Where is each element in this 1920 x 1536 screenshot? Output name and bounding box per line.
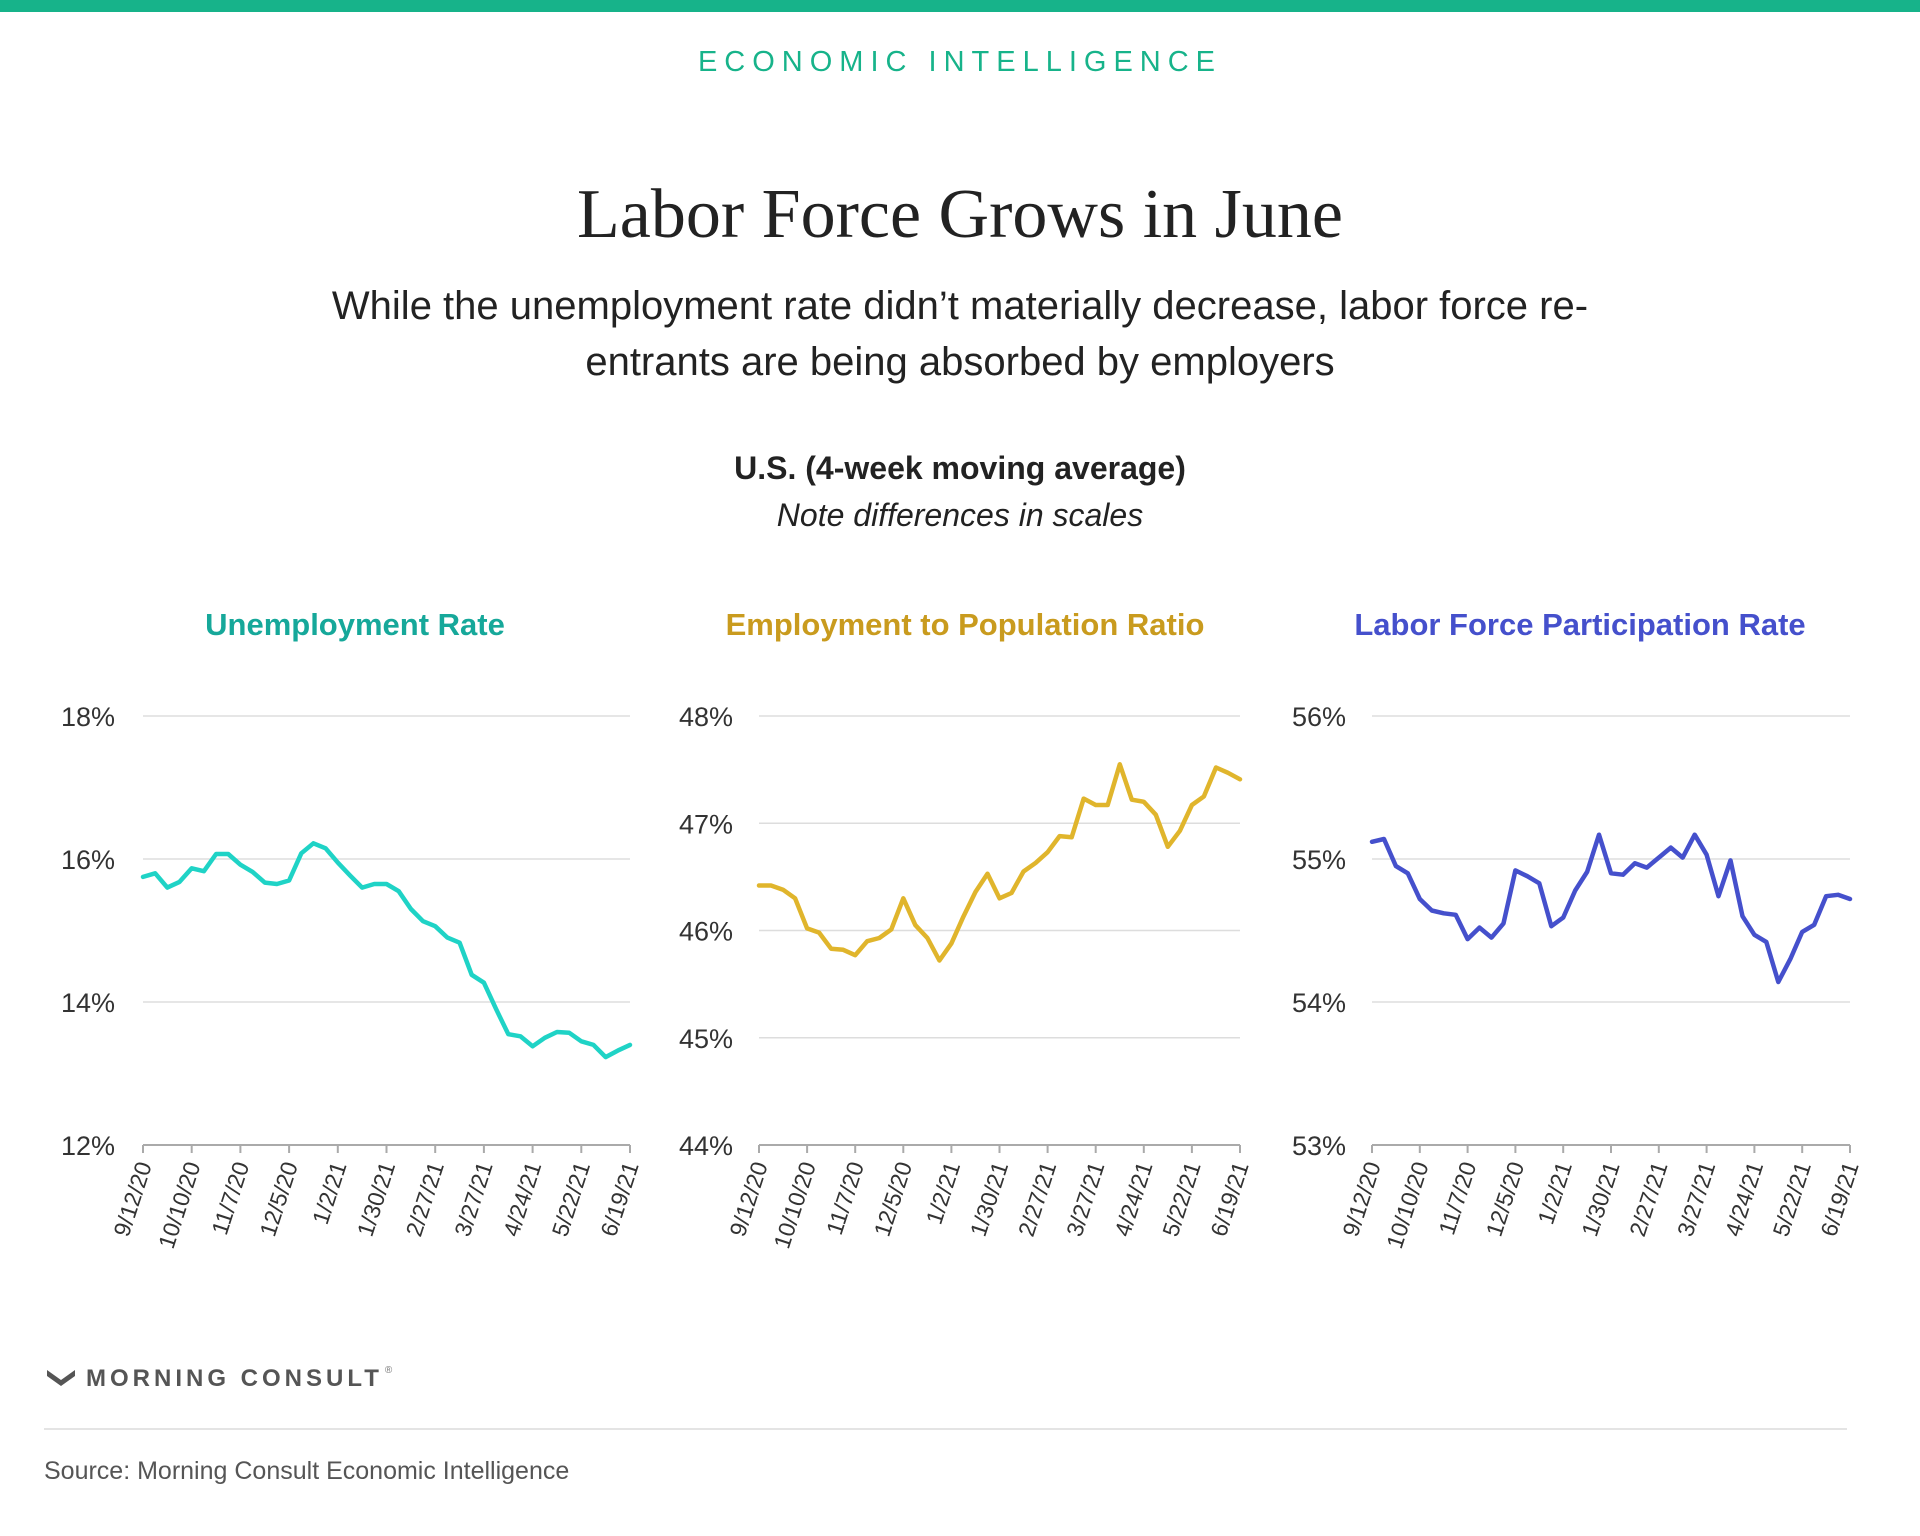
x-tick-label-employment: 9/12/20 <box>724 1159 772 1240</box>
y-tick-label-employment: 46% <box>679 917 733 947</box>
charts-area: Unemployment Rate12%14%16%18%9/12/2010/1… <box>61 607 1864 1252</box>
y-tick-label-employment: 44% <box>679 1131 733 1161</box>
y-tick-label-participation: 56% <box>1292 702 1346 732</box>
x-tick-label-employment: 1/30/21 <box>965 1159 1013 1240</box>
chart-title-unemployment: Unemployment Rate <box>205 607 505 642</box>
section-kicker: ECONOMIC INTELLIGENCE <box>697 46 1223 78</box>
x-tick-label-participation: 11/7/20 <box>1433 1159 1481 1238</box>
chart-title-participation: Labor Force Participation Rate <box>1354 607 1805 642</box>
x-tick-label-participation: 6/19/21 <box>1815 1159 1863 1240</box>
x-tick-label-unemployment: 10/10/20 <box>153 1159 205 1252</box>
series-line-unemployment <box>140 841 633 1060</box>
x-tick-label-employment: 4/24/21 <box>1109 1159 1157 1240</box>
y-tick-label-unemployment: 16% <box>61 845 115 875</box>
x-tick-label-employment: 11/7/20 <box>821 1159 869 1238</box>
page-subtitle: While the unemployment rate didn’t mater… <box>331 284 1589 384</box>
x-tick-label-unemployment: 2/27/21 <box>401 1159 449 1240</box>
x-tick-label-participation: 12/5/20 <box>1481 1159 1529 1240</box>
x-tick-label-employment: 3/27/21 <box>1061 1159 1109 1240</box>
y-tick-label-unemployment: 18% <box>61 702 115 732</box>
footer-divider <box>44 1428 1847 1430</box>
x-tick-label-unemployment: 11/7/20 <box>206 1159 254 1238</box>
x-tick-label-employment: 6/19/21 <box>1205 1159 1253 1240</box>
y-tick-label-participation: 54% <box>1292 988 1346 1018</box>
logo-trademark: ® <box>384 1365 393 1376</box>
x-tick-label-participation: 1/2/21 <box>1532 1159 1576 1228</box>
chart-group-heading: U.S. (4-week moving average) <box>734 450 1186 486</box>
x-tick-label-unemployment: 9/12/20 <box>108 1159 156 1240</box>
morning-consult-logo: MORNING CONSULT ® <box>46 1365 392 1393</box>
x-tick-label-participation: 1/30/21 <box>1576 1159 1624 1240</box>
x-tick-label-participation: 3/27/21 <box>1672 1159 1720 1240</box>
x-tick-label-employment: 10/10/20 <box>768 1159 820 1252</box>
y-tick-label-employment: 47% <box>679 809 733 839</box>
x-tick-label-unemployment: 6/19/21 <box>595 1159 643 1240</box>
logo-mark-icon <box>47 1370 75 1386</box>
y-tick-label-unemployment: 14% <box>61 988 115 1018</box>
y-tick-label-employment: 45% <box>679 1024 733 1054</box>
series-line-employment <box>756 762 1243 963</box>
y-tick-label-participation: 55% <box>1292 845 1346 875</box>
chart-group-note: Note differences in scales <box>776 497 1144 533</box>
x-tick-label-unemployment: 3/27/21 <box>449 1159 497 1240</box>
series-line-participation <box>1369 832 1853 985</box>
x-tick-label-participation: 2/27/21 <box>1624 1159 1672 1240</box>
x-tick-label-employment: 5/22/21 <box>1157 1159 1205 1240</box>
x-tick-label-participation: 9/12/20 <box>1337 1159 1385 1240</box>
x-tick-label-employment: 12/5/20 <box>869 1159 917 1240</box>
source-note: Source: Morning Consult Economic Intelli… <box>44 1457 570 1485</box>
y-tick-label-participation: 53% <box>1292 1131 1346 1161</box>
x-tick-label-employment: 2/27/21 <box>1013 1159 1061 1240</box>
logo-wordmark: MORNING CONSULT <box>86 1365 383 1392</box>
x-tick-label-unemployment: 1/30/21 <box>352 1159 400 1240</box>
x-tick-label-unemployment: 4/24/21 <box>498 1159 546 1240</box>
chart-title-employment: Employment to Population Ratio <box>726 607 1205 642</box>
top-accent-bar <box>0 0 1920 12</box>
x-tick-label-participation: 5/22/21 <box>1768 1159 1816 1240</box>
x-tick-label-unemployment: 5/22/21 <box>547 1159 595 1240</box>
x-tick-label-participation: 10/10/20 <box>1381 1159 1433 1252</box>
y-tick-label-employment: 48% <box>679 702 733 732</box>
x-tick-label-unemployment: 12/5/20 <box>254 1159 302 1240</box>
page-title: Labor Force Grows in June <box>577 176 1343 253</box>
x-tick-label-employment: 1/2/21 <box>921 1159 965 1228</box>
x-tick-label-participation: 4/24/21 <box>1720 1159 1768 1240</box>
y-tick-label-unemployment: 12% <box>61 1131 115 1161</box>
x-tick-label-unemployment: 1/2/21 <box>307 1159 351 1228</box>
